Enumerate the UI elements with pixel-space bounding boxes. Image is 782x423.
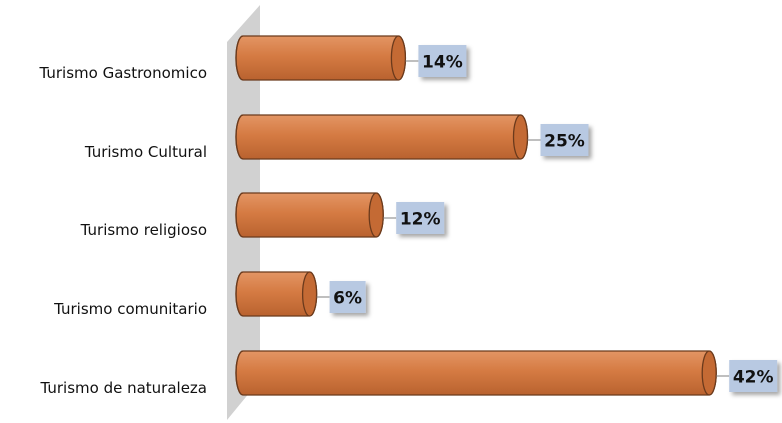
bar <box>235 350 717 396</box>
bar <box>235 114 529 160</box>
category-label: Turismo Cultural <box>84 143 207 161</box>
value-label: 6% <box>316 281 366 313</box>
value-label: 25% <box>527 124 589 156</box>
value-label: 42% <box>716 360 778 392</box>
category-label: Turismo religioso <box>80 221 207 239</box>
bar <box>235 35 407 81</box>
category-label: Turismo comunitario <box>53 300 207 318</box>
value-text: 42% <box>733 368 774 388</box>
value-text: 14% <box>422 53 463 73</box>
value-text: 12% <box>400 210 441 230</box>
category-label: Turismo de naturaleza <box>39 379 207 397</box>
category-label: Turismo Gastronomico <box>38 64 207 82</box>
bar <box>235 271 318 317</box>
value-text: 6% <box>333 289 362 309</box>
value-text: 25% <box>544 132 585 152</box>
bar <box>235 192 384 238</box>
value-label: 12% <box>383 202 445 234</box>
value-label: 14% <box>405 45 467 77</box>
